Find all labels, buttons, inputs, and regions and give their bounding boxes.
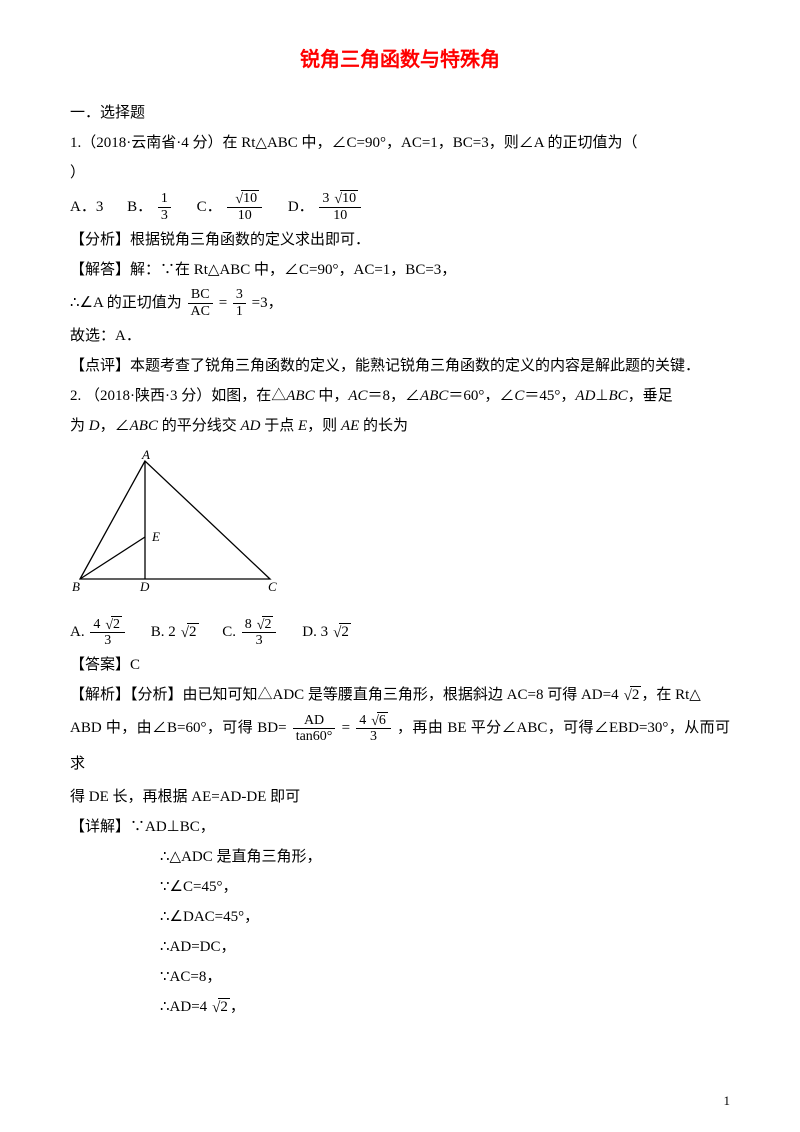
q2-explain-line1: 【解析】【分析】由已知可知△ADC 是等腰直角三角形，根据斜边 AC=8 可得 … bbox=[70, 680, 730, 710]
q1-choice-d: D． 310 10 bbox=[288, 189, 363, 225]
q1-choice-c: C． 10 10 bbox=[197, 189, 264, 225]
sqrt-icon: 2 bbox=[100, 617, 122, 632]
fraction-icon: 310 10 bbox=[319, 191, 361, 223]
sqrt-icon: 6 bbox=[366, 713, 388, 728]
q2-detail-6: ∴AD=42， bbox=[70, 992, 730, 1022]
fraction-icon: 46 3 bbox=[356, 713, 391, 745]
fraction-icon: AD tan60° bbox=[293, 713, 336, 745]
q1-solve-1: 【解答】解：∵在 Rt△ABC 中，∠C=90°，AC=1，BC=3， bbox=[70, 255, 730, 285]
svg-text:A: A bbox=[141, 449, 150, 462]
q1-choices: A．3 B． 1 3 C． 10 10 D． 310 10 bbox=[70, 188, 730, 225]
q2-choices: A. 42 3 B. 22 C. 82 3 D. 32 bbox=[70, 614, 730, 651]
q2-answer: 【答案】C bbox=[70, 650, 730, 680]
fraction-icon: 10 10 bbox=[227, 191, 262, 223]
q1-answer-select: 故选：A． bbox=[70, 321, 730, 351]
svg-text:C: C bbox=[268, 579, 277, 594]
sqrt-icon: 2 bbox=[207, 992, 230, 1022]
q2-choice-b: B. 22 bbox=[151, 614, 199, 650]
sqrt-icon: 10 bbox=[230, 191, 259, 206]
sqrt-icon: 10 bbox=[329, 191, 358, 206]
q2-explain-line3: 得 DE 长，再根据 AE=AD-DE 即可 bbox=[70, 782, 730, 812]
q1-choice-b: B． 1 3 bbox=[127, 189, 173, 225]
q2-detail-2: ∵∠C=45°， bbox=[70, 872, 730, 902]
q2-detail-head: 【详解】∵AD⊥BC， bbox=[70, 812, 730, 842]
sqrt-icon: 2 bbox=[252, 617, 274, 632]
page-number: 1 bbox=[724, 1088, 731, 1114]
q1-stem-line2: ） bbox=[70, 158, 730, 188]
page: 锐角三角函数与特殊角 一．选择题 1.（2018·云南省·4 分）在 Rt△AB… bbox=[0, 0, 800, 1132]
q2-detail-3: ∴∠DAC=45°， bbox=[70, 902, 730, 932]
q1-solve-2: ∴∠A 的正切值为 BC AC = 3 1 =3， bbox=[70, 285, 730, 321]
sqrt-icon: 2 bbox=[328, 614, 351, 650]
q2-detail-4: ∴AD=DC， bbox=[70, 932, 730, 962]
sqrt-icon: 2 bbox=[619, 680, 642, 710]
q1-analysis: 【分析】根据锐角三角函数的定义求出即可． bbox=[70, 225, 730, 255]
q2-choice-c: C. 82 3 bbox=[222, 614, 278, 650]
fraction-icon: BC AC bbox=[188, 287, 213, 319]
triangle-diagram: A B C D E bbox=[70, 449, 730, 610]
q1-stem-line1: 1.（2018·云南省·4 分）在 Rt△ABC 中，∠C=90°，AC=1，B… bbox=[70, 128, 730, 158]
fraction-icon: 1 3 bbox=[158, 191, 171, 223]
svg-text:D: D bbox=[139, 579, 150, 594]
page-title: 锐角三角函数与特殊角 bbox=[70, 40, 730, 80]
triangle-svg-icon: A B C D E bbox=[70, 449, 280, 599]
q2-stem-line2: 为 D，∠ABC 的平分线交 AD 于点 E，则 AE 的长为 bbox=[70, 411, 730, 441]
fraction-icon: 82 3 bbox=[242, 617, 277, 649]
svg-text:B: B bbox=[72, 579, 80, 594]
fraction-icon: 3 1 bbox=[233, 287, 246, 319]
q2-choice-a: A. 42 3 bbox=[70, 614, 127, 650]
section-heading: 一．选择题 bbox=[70, 98, 730, 128]
q2-detail-5: ∵AC=8， bbox=[70, 962, 730, 992]
svg-text:E: E bbox=[151, 529, 160, 544]
q2-choice-d: D. 32 bbox=[302, 614, 351, 650]
sqrt-icon: 2 bbox=[176, 614, 199, 650]
q2-explain-line2: ABD 中，由∠B=60°，可得 BD= AD tan60° = 46 3 ，再… bbox=[70, 710, 730, 782]
q1-choice-a: A．3 bbox=[70, 189, 103, 225]
fraction-icon: 42 3 bbox=[90, 617, 125, 649]
q1-comment: 【点评】本题考查了锐角三角函数的定义，能熟记锐角三角函数的定义的内容是解此题的关… bbox=[70, 351, 730, 381]
q2-detail-1: ∴△ADC 是直角三角形， bbox=[70, 842, 730, 872]
q2-stem-line1: 2. （2018·陕西·3 分）如图，在△ABC 中，AC＝8，∠ABC＝60°… bbox=[70, 381, 730, 411]
